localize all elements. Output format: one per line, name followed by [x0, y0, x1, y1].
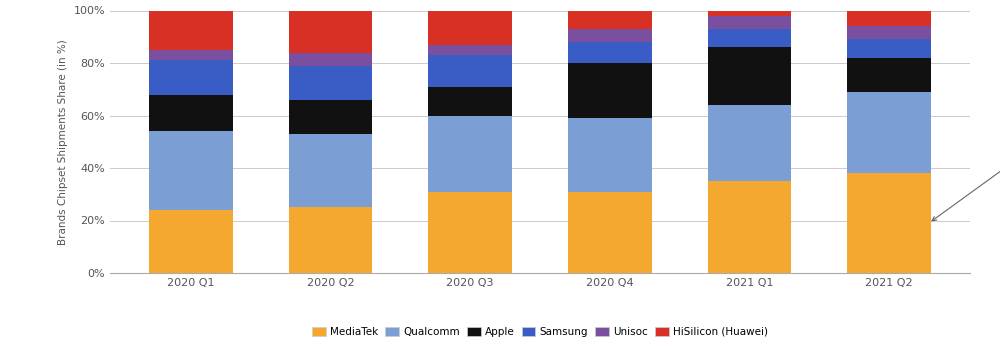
Y-axis label: Brands Chipset Shipments Share (in %): Brands Chipset Shipments Share (in %) — [58, 39, 68, 245]
Bar — [428, 87, 512, 116]
Bar — [568, 192, 652, 273]
Bar — [149, 50, 233, 60]
Bar — [149, 131, 233, 210]
Bar — [289, 207, 372, 273]
Bar — [847, 40, 931, 58]
Bar — [847, 173, 931, 273]
Bar — [289, 10, 372, 52]
Bar — [708, 16, 791, 29]
Bar — [708, 29, 791, 47]
Bar — [708, 105, 791, 181]
Bar — [428, 44, 512, 55]
Bar — [428, 192, 512, 273]
Bar — [847, 58, 931, 92]
Bar — [149, 210, 233, 273]
Bar — [428, 55, 512, 87]
Bar — [289, 134, 372, 207]
Bar — [708, 10, 791, 16]
Bar — [568, 10, 652, 29]
Bar — [289, 52, 372, 66]
Bar — [847, 26, 931, 40]
Bar — [149, 10, 233, 50]
Bar — [568, 118, 652, 192]
Bar — [708, 181, 791, 273]
Bar — [149, 94, 233, 131]
Bar — [847, 92, 931, 173]
Bar — [568, 42, 652, 63]
Bar — [708, 47, 791, 105]
Bar — [568, 63, 652, 118]
Legend: MediaTek, Qualcomm, Apple, Samsung, Unisoc, HiSilicon (Huawei): MediaTek, Qualcomm, Apple, Samsung, Unis… — [308, 323, 772, 341]
Bar — [847, 10, 931, 26]
Bar — [289, 100, 372, 134]
Bar — [428, 10, 512, 44]
Bar — [428, 116, 512, 192]
Bar — [149, 60, 233, 94]
Bar — [568, 29, 652, 42]
Text: 2021 Q2
MediaTek:  38%: 2021 Q2 MediaTek: 38% — [932, 126, 1000, 221]
Bar — [289, 66, 372, 100]
